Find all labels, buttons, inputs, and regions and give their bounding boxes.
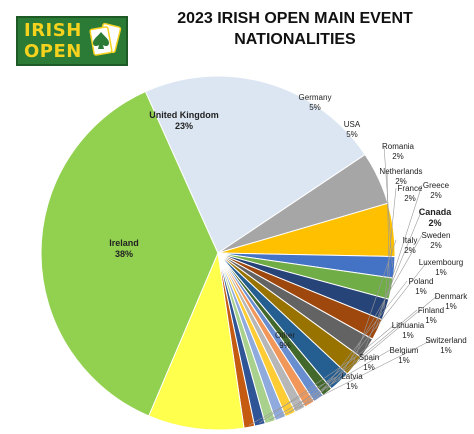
- slice-name-poland: Poland: [409, 277, 434, 286]
- chart-title-line-2: NATIONALITIES: [234, 31, 356, 48]
- logo-line-1: IRISH: [24, 20, 82, 41]
- slice-name-usa: USA: [344, 120, 361, 129]
- slice-label-ireland: Ireland 38%: [109, 238, 139, 259]
- logo-line-2: OPEN: [24, 41, 82, 62]
- slice-label-italy: Italy 2%: [403, 236, 418, 255]
- leader-line-latvia: [248, 375, 339, 426]
- slice-label-netherlands: Netherlands 2%: [379, 167, 422, 186]
- slice-label-lithuania: Lithuania 1%: [392, 321, 425, 340]
- slice-name-france: France: [398, 184, 423, 193]
- slice-name-spain: Spain: [359, 353, 379, 362]
- slice-name-denmark: Denmark: [435, 292, 468, 301]
- slice-labels: Ireland 38%United Kingdom 23%Germany 5%USA 5…: [109, 93, 468, 391]
- leader-line-luxembourg: [325, 261, 428, 391]
- slice-name-belgium: Belgium: [390, 346, 419, 355]
- irish-open-logo: IRISH OPEN: [16, 16, 128, 66]
- slice-percent-greece: 2%: [430, 191, 442, 200]
- leader-line-spain: [259, 356, 356, 424]
- slice-percent-denmark: 1%: [445, 302, 457, 311]
- slice-label-france: France 2%: [398, 184, 423, 203]
- slice-name-romania: Romania: [382, 142, 415, 151]
- pie-slice-ireland: [40, 90, 219, 417]
- slice-percent-finland: 1%: [425, 316, 437, 325]
- slice-percent-switzerland: 1%: [440, 346, 452, 355]
- slice-percent-canada: 2%: [428, 218, 441, 228]
- slice-percent-ireland: 38%: [115, 249, 133, 259]
- slice-label-luxembourg: Luxembourg 1%: [419, 258, 463, 277]
- slice-name-canada: Canada: [419, 207, 453, 217]
- leader-line-romania: [383, 145, 393, 268]
- leader-line-belgium: [269, 349, 391, 421]
- slice-name-ireland: Ireland: [109, 238, 139, 248]
- slice-name-finland: Finland: [418, 306, 444, 315]
- slice-percent-other: 9%: [279, 341, 291, 350]
- pie-slice-united-kingdom: [144, 75, 366, 254]
- slice-percent-usa: 5%: [346, 130, 358, 139]
- slice-percent-germany: 5%: [309, 103, 321, 112]
- slice-label-germany: Germany 5%: [299, 93, 332, 112]
- slice-name-sweden: Sweden: [422, 231, 451, 240]
- leader-line-canada: [365, 211, 422, 348]
- slice-percent-romania: 2%: [392, 152, 404, 161]
- slice-label-canada: Canada 2%: [419, 207, 453, 228]
- leader-line-italy: [352, 239, 397, 365]
- slice-percent-france: 2%: [404, 194, 416, 203]
- slice-label-usa: USA 5%: [344, 120, 361, 139]
- slice-percent-lithuania: 1%: [402, 331, 414, 340]
- leader-lines: [248, 145, 438, 426]
- slice-percent-netherlands: 2%: [395, 177, 407, 186]
- leader-line-switzerland: [279, 339, 433, 417]
- slice-name-greece: Greece: [423, 181, 450, 190]
- leader-line-netherlands: [386, 170, 390, 289]
- slice-name-switzerland: Switzerland: [425, 336, 466, 345]
- slice-label-denmark: Denmark 1%: [435, 292, 468, 311]
- slice-label-romania: Romania 2%: [382, 142, 415, 161]
- slice-label-belgium: Belgium 1%: [390, 346, 419, 365]
- slice-name-lithuania: Lithuania: [392, 321, 425, 330]
- playing-cards-spade-icon: [89, 22, 122, 56]
- slice-percent-sweden: 2%: [430, 241, 442, 250]
- slice-name-latvia: Latvia: [341, 372, 363, 381]
- slice-name-italy: Italy: [403, 236, 418, 245]
- slice-name-united-kingdom: United Kingdom: [149, 110, 219, 120]
- leader-line-lithuania: [289, 324, 395, 413]
- chart-title-line-1: 2023 IRISH OPEN MAIN EVENT: [177, 10, 413, 27]
- slice-label-sweden: Sweden 2%: [422, 231, 451, 250]
- slice-percent-poland: 1%: [415, 287, 427, 296]
- slice-percent-luxembourg: 1%: [435, 268, 447, 277]
- leader-line-france: [383, 187, 397, 309]
- pie-slice-other: [148, 251, 245, 431]
- slice-label-switzerland: Switzerland 1%: [425, 336, 466, 355]
- slice-name-germany: Germany: [299, 93, 332, 102]
- slice-name-other: Other: [275, 331, 295, 340]
- slice-label-united-kingdom: United Kingdom 23%: [149, 110, 219, 131]
- slice-percent-latvia: 1%: [346, 382, 358, 391]
- chart-title: 2023 IRISH OPEN MAIN EVENT NATIONALITIES: [130, 8, 460, 50]
- slice-name-luxembourg: Luxembourg: [419, 258, 463, 267]
- leader-line-poland: [317, 280, 408, 398]
- slice-percent-italy: 2%: [404, 246, 416, 255]
- slice-name-netherlands: Netherlands: [379, 167, 422, 176]
- slice-label-greece: Greece 2%: [423, 181, 450, 200]
- slice-label-poland: Poland 1%: [409, 277, 434, 296]
- slice-label-other: Other 9%: [275, 331, 295, 350]
- slice-label-spain: Spain 1%: [359, 353, 379, 372]
- pie-slices: [40, 75, 396, 431]
- leader-line-sweden: [337, 234, 423, 381]
- slice-percent-united-kingdom: 23%: [175, 121, 193, 131]
- leader-line-greece: [375, 184, 423, 329]
- slice-label-finland: Finland 1%: [418, 306, 444, 325]
- slice-percent-belgium: 1%: [398, 356, 410, 365]
- slice-label-latvia: Latvia 1%: [341, 372, 363, 391]
- slice-percent-spain: 1%: [363, 363, 375, 372]
